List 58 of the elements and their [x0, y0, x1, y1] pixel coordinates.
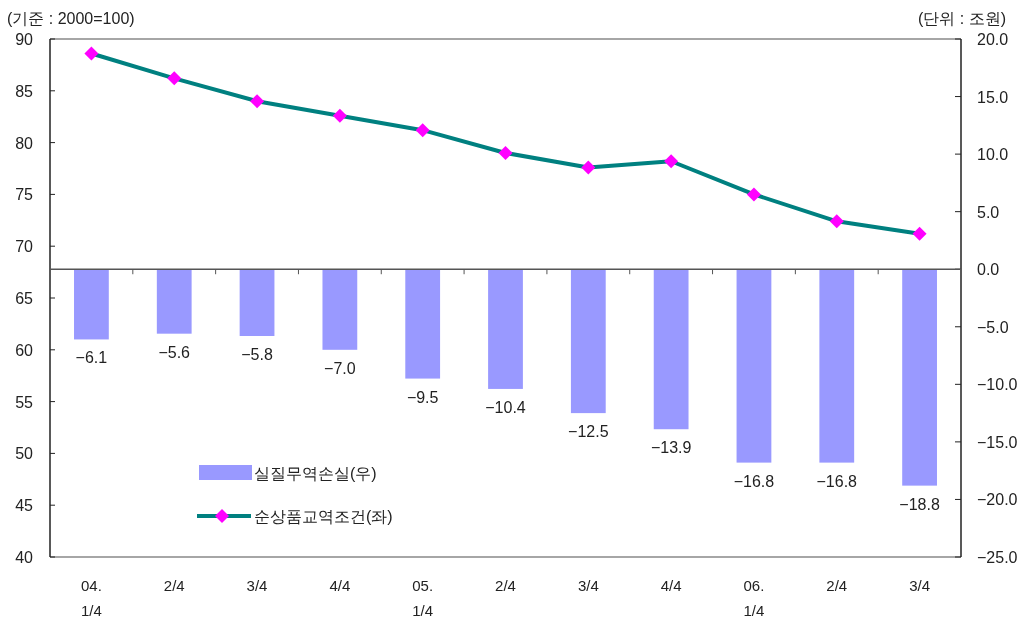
- data-label: −16.8: [816, 472, 858, 490]
- data-label: −5.8: [241, 345, 273, 363]
- point: [664, 154, 679, 169]
- x-tick-label: 3/4: [246, 577, 268, 594]
- point: [84, 46, 99, 61]
- x-tick-label: 3/4: [577, 577, 599, 594]
- data-label: −7.0: [324, 359, 356, 377]
- x-tick-label: 2/4: [826, 577, 848, 594]
- x-tick-label: 3/4: [909, 577, 931, 594]
- y-tick-label: 85: [15, 82, 34, 100]
- data-label: −6.1: [75, 349, 108, 367]
- y-tick-label: 60: [15, 341, 34, 359]
- point: [829, 214, 844, 229]
- point: [332, 108, 347, 123]
- point: [167, 71, 182, 86]
- data-label: −5.6: [158, 343, 191, 361]
- legend-label: 순상품교역조건(좌): [254, 508, 393, 525]
- y-tick-label: 45: [15, 497, 34, 515]
- x-tick-label: 06. 1/4: [743, 577, 765, 619]
- point: [498, 145, 513, 160]
- data-label: −12.5: [568, 423, 609, 441]
- legend-label: 실질무역손실(우): [254, 465, 377, 482]
- y-axis-title: (기준 : 2000=100): [7, 10, 135, 27]
- y2-tick-label: −20.0: [977, 491, 1018, 509]
- y-tick-label: 55: [15, 393, 34, 411]
- y2-tick-label: 0.0: [977, 261, 1000, 279]
- point: [250, 94, 265, 109]
- y-tick-label: 70: [15, 238, 34, 256]
- y2-tick-label: 5.0: [977, 203, 1000, 221]
- point: [581, 160, 596, 175]
- y2-tick-label: 20.0: [977, 31, 1009, 48]
- y-tick-label: 65: [15, 290, 34, 307]
- y2-tick-label: 10.0: [977, 146, 1009, 164]
- point: [912, 226, 927, 241]
- x-tick-label: 4/4: [660, 577, 682, 594]
- x-tick-label: 4/4: [329, 577, 351, 594]
- x-tick-label: 05. 1/4: [412, 577, 434, 619]
- y-tick-label: 90: [15, 31, 34, 48]
- y2-tick-label: 15.0: [977, 88, 1009, 106]
- x-tick-label: 2/4: [163, 577, 185, 594]
- data-label: −16.8: [733, 472, 775, 490]
- data-label: −10.4: [485, 398, 526, 416]
- point: [746, 187, 761, 202]
- data-label: −9.5: [406, 388, 439, 406]
- y2-tick-label: −10.0: [977, 376, 1018, 394]
- data-label: −18.8: [899, 495, 940, 513]
- data-label: −13.9: [650, 439, 692, 457]
- y-tick-label: 40: [15, 549, 34, 566]
- y-tick-label: 80: [15, 134, 34, 152]
- y2-tick-label: −5.0: [977, 318, 1009, 336]
- x-tick-label: 04. 1/4: [80, 577, 102, 619]
- y-tick-label: 75: [15, 186, 34, 204]
- point: [415, 123, 430, 138]
- y-tick-label: 50: [15, 445, 34, 463]
- y2-tick-label: −15.0: [977, 433, 1018, 451]
- y2-tick-label: −25.0: [977, 549, 1018, 566]
- y2-axis-title: (단위 : 조원): [918, 10, 1006, 27]
- x-tick-label: 2/4: [495, 577, 516, 594]
